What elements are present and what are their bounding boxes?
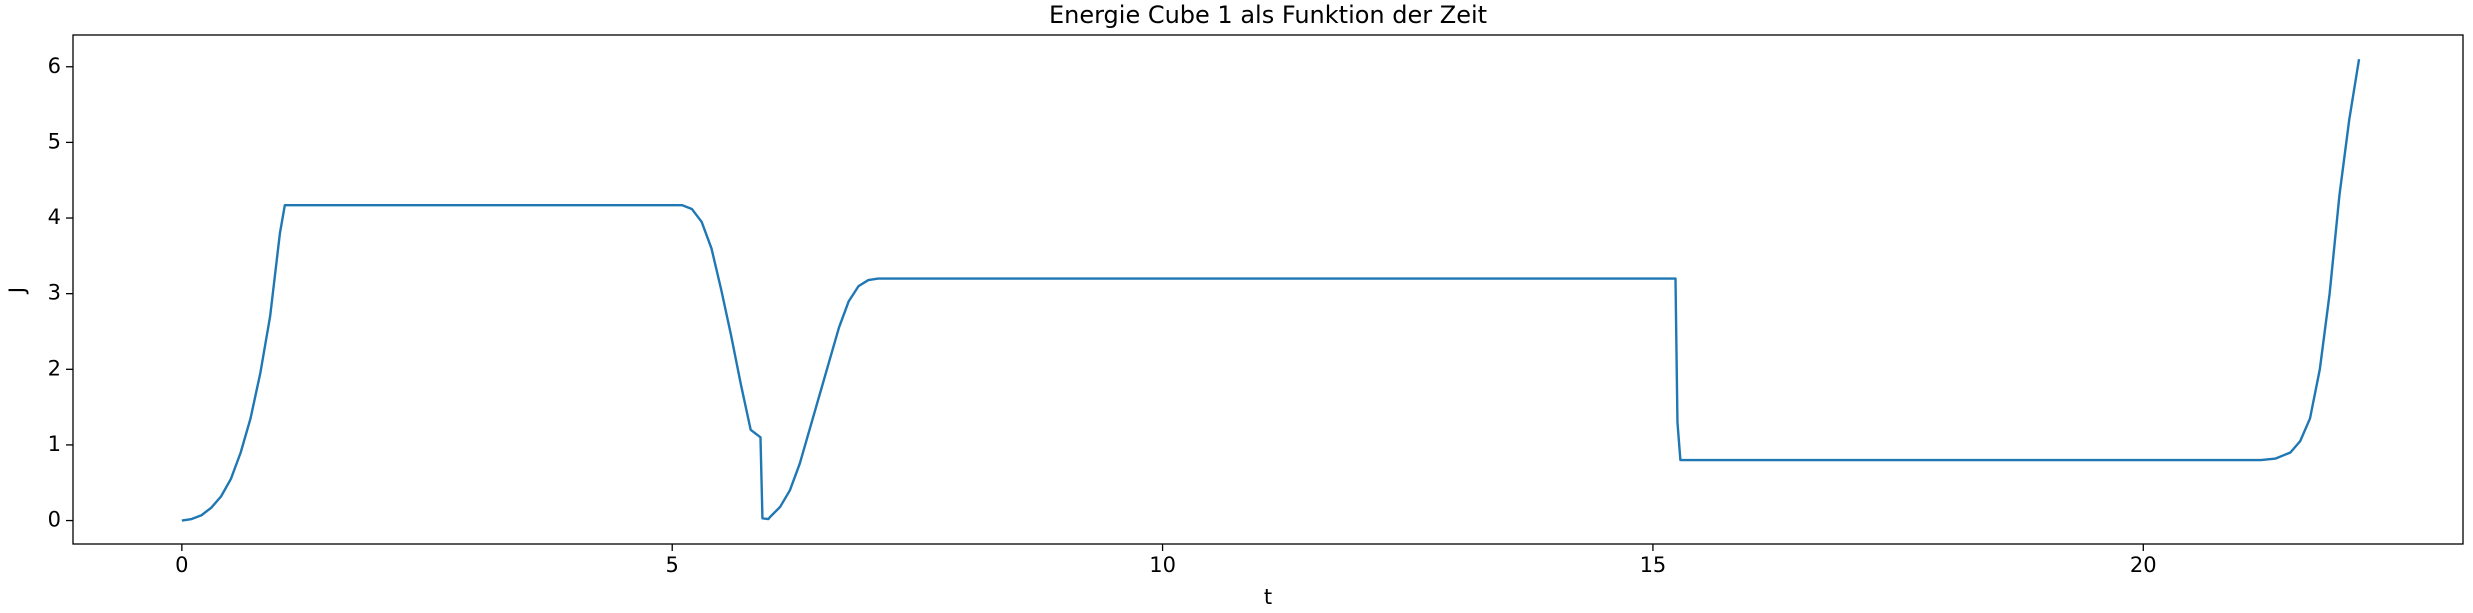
x-tick-label: 10: [1149, 553, 1176, 577]
y-axis-label: J: [5, 287, 29, 295]
x-tick-label: 0: [175, 553, 188, 577]
y-tick-label: 0: [48, 508, 61, 532]
data-line: [181, 59, 2361, 522]
x-tick-label: 20: [2130, 553, 2157, 577]
chart-title: Energie Cube 1 als Funktion der Zeit: [1049, 1, 1487, 29]
y-tick-label: 1: [48, 432, 61, 456]
y-tick-label: 5: [48, 129, 61, 153]
x-tick-label: 15: [1640, 553, 1667, 577]
y-tick-label: 3: [48, 281, 61, 305]
y-tick-label: 2: [48, 356, 61, 380]
x-axis-label: t: [1264, 585, 1272, 609]
x-tick-label: 5: [666, 553, 679, 577]
y-tick-label: 4: [48, 205, 61, 229]
y-tick-label: 6: [48, 54, 61, 78]
plot-frame: [72, 34, 2464, 545]
